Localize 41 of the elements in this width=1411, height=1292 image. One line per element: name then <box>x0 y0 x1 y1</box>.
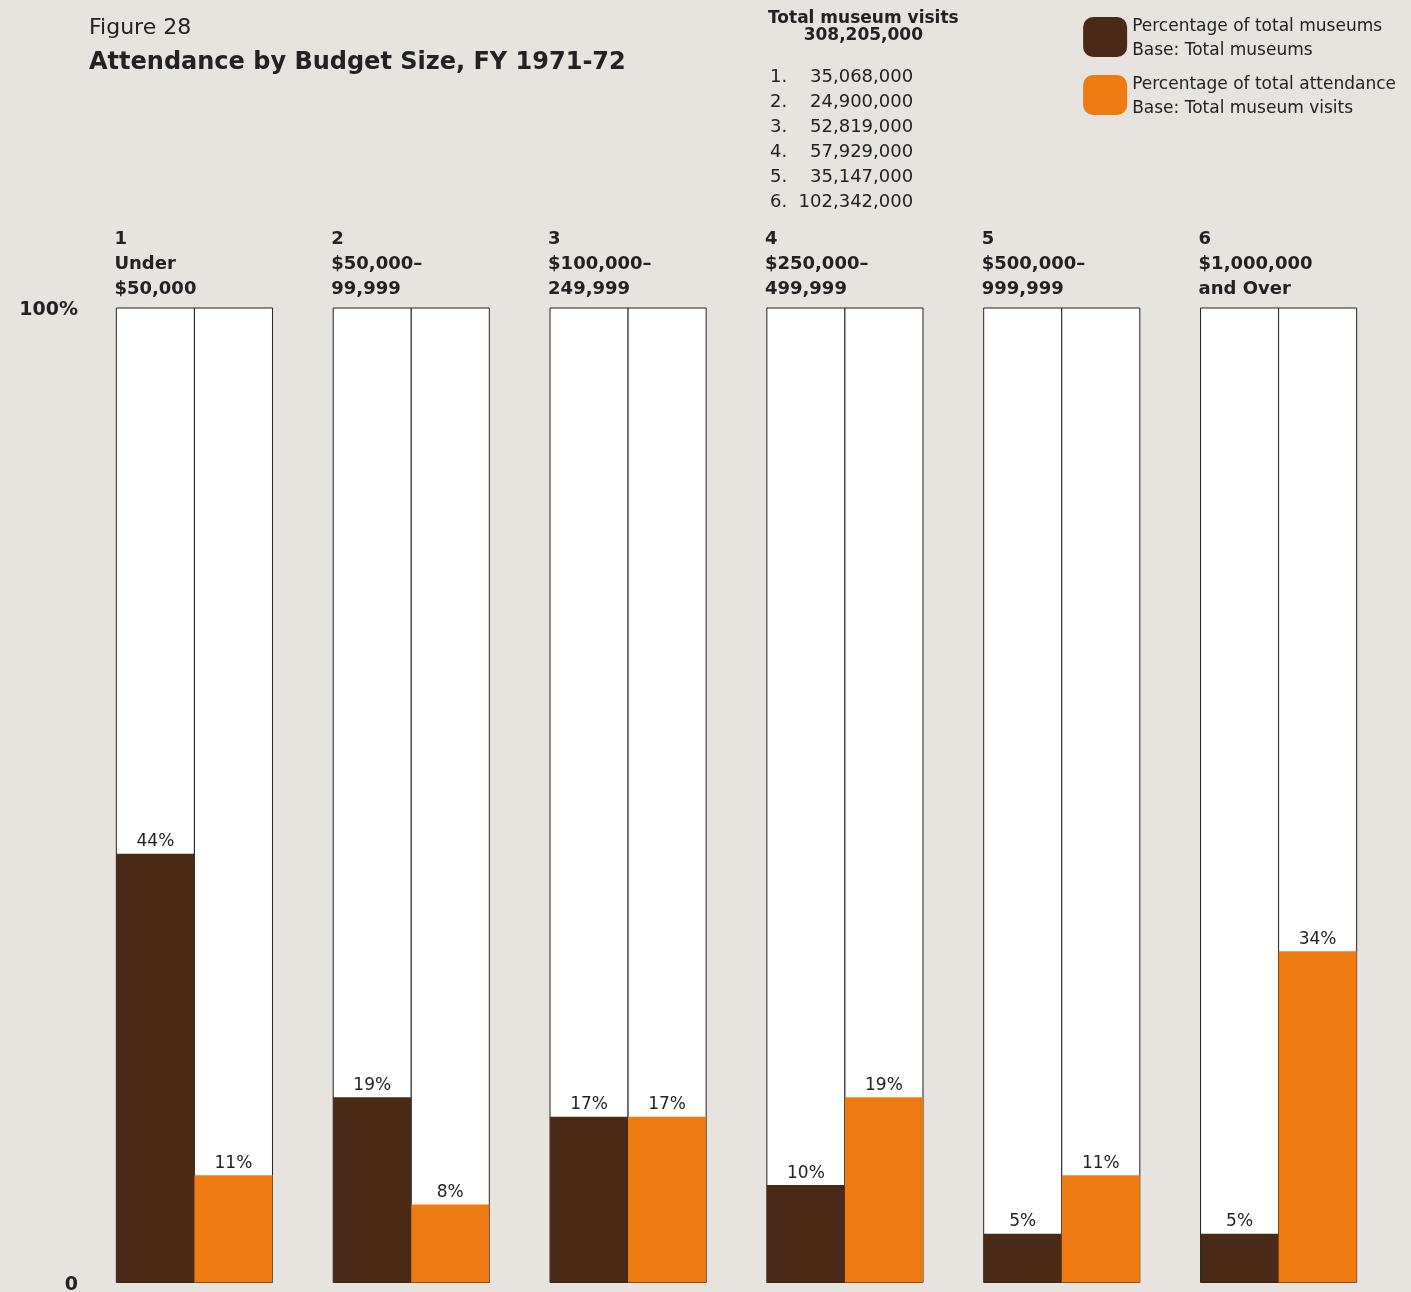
data-label: 19% <box>353 1073 392 1094</box>
y-tick-label: 0 <box>64 1271 78 1292</box>
x-tick-label: 3 $100,000– 249,999 <box>548 227 652 298</box>
bar <box>550 1116 629 1283</box>
bar <box>766 1185 845 1283</box>
data-label: 17% <box>570 1093 608 1114</box>
data-label: 34% <box>1298 927 1337 948</box>
text: 5. 35,147,000 <box>770 164 914 186</box>
chart-title: Attendance by Budget Size, FY 1971-72 <box>89 47 626 75</box>
text: 1. 35,068,000 <box>770 64 914 86</box>
bar <box>333 1097 412 1283</box>
data-label: 11% <box>214 1151 253 1172</box>
bar <box>411 1204 490 1283</box>
y-tick-label: 100% <box>19 297 78 319</box>
x-tick-label: 5 $500,000– 999,999 <box>981 227 1086 298</box>
bar <box>1061 1175 1140 1283</box>
data-label: 17% <box>648 1093 687 1114</box>
data-label: 11% <box>1081 1151 1120 1172</box>
data-label: 5% <box>1226 1210 1254 1231</box>
x-tick-label: 1 Under $50,000 <box>114 227 197 298</box>
data-label: 44% <box>136 830 175 851</box>
legend-label: Percentage of total attendance Base: Total museum visits <box>1132 73 1396 117</box>
bar <box>844 1097 923 1283</box>
text: 6. 102,342,000 <box>770 189 914 211</box>
bar <box>194 1175 273 1283</box>
data-label: 5% <box>1009 1210 1037 1231</box>
data-label: 8% <box>436 1181 464 1202</box>
text: 4. 57,929,000 <box>770 139 914 161</box>
bar <box>1200 1233 1279 1283</box>
legend-label: Percentage of total museums Base: Total museums <box>1132 15 1383 59</box>
text: 3. 52,819,000 <box>770 114 914 136</box>
text: Total museum visits 308,205,000 <box>767 6 959 44</box>
bar <box>983 1233 1062 1283</box>
data-label: 10% <box>786 1161 825 1182</box>
chart-subtitle: Figure 28 <box>89 13 192 39</box>
bar <box>628 1116 707 1283</box>
data-label: 19% <box>865 1073 903 1094</box>
x-tick-label: 2 $50,000– 99,999 <box>331 227 423 298</box>
x-tick-label: 6 $1,000,000 and Over <box>1198 227 1313 298</box>
x-tick-label: 4 $250,000– 499,999 <box>764 227 869 298</box>
text: 2. 24,900,000 <box>770 89 914 111</box>
